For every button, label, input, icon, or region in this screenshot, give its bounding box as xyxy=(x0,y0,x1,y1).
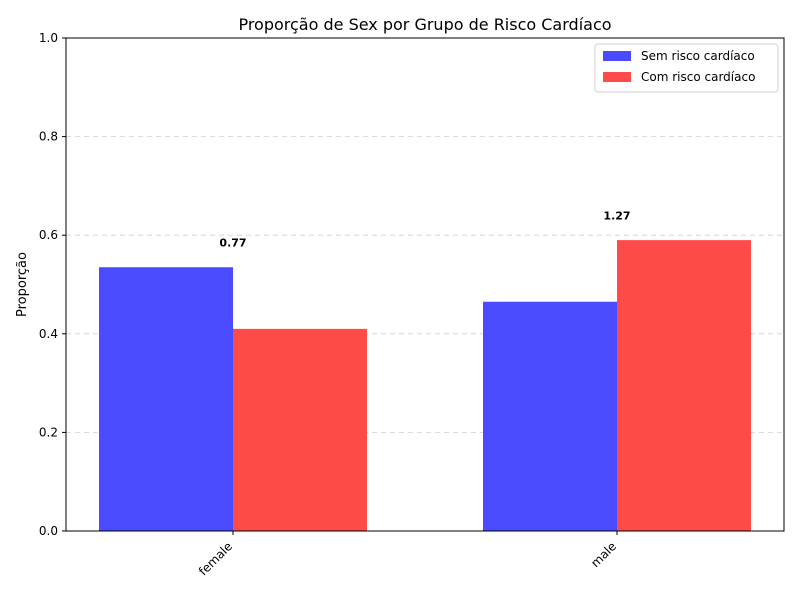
y-tick-label: 0.2 xyxy=(39,425,58,439)
annotation-label: 1.27 xyxy=(603,209,630,222)
chart-title: Proporção de Sex por Grupo de Risco Card… xyxy=(238,15,611,34)
y-axis-ticks: 0.0 0.2 0.4 0.6 0.8 1.0 xyxy=(39,31,66,538)
annotation-label: 0.77 xyxy=(219,237,246,250)
y-tick-label: 0.4 xyxy=(39,327,58,341)
bar-com-risco-male xyxy=(617,240,751,531)
legend-label: Sem risco cardíaco xyxy=(641,49,755,63)
y-tick-label: 1.0 xyxy=(39,31,58,45)
bar-sem-risco-female xyxy=(99,267,233,531)
x-tick-label-male: male xyxy=(588,539,619,570)
x-axis-ticks: female male xyxy=(196,531,619,578)
legend-swatch xyxy=(603,72,631,82)
y-tick-label: 0.0 xyxy=(39,524,58,538)
legend: Sem risco cardíaco Com risco cardíaco xyxy=(594,43,779,93)
bars xyxy=(99,240,751,531)
x-tick-label-female: female xyxy=(196,539,235,578)
legend-label: Com risco cardíaco xyxy=(641,70,755,84)
y-axis-label: Proporção xyxy=(15,252,30,317)
y-tick-label: 0.8 xyxy=(39,130,58,144)
annotations: 0.77 1.27 xyxy=(219,209,630,249)
y-tick-label: 0.6 xyxy=(39,228,58,242)
legend-swatch xyxy=(603,51,631,61)
bar-com-risco-female xyxy=(233,328,367,531)
bar-sem-risco-male xyxy=(483,301,617,531)
legend-box xyxy=(594,43,779,93)
plot-frame xyxy=(65,37,785,532)
